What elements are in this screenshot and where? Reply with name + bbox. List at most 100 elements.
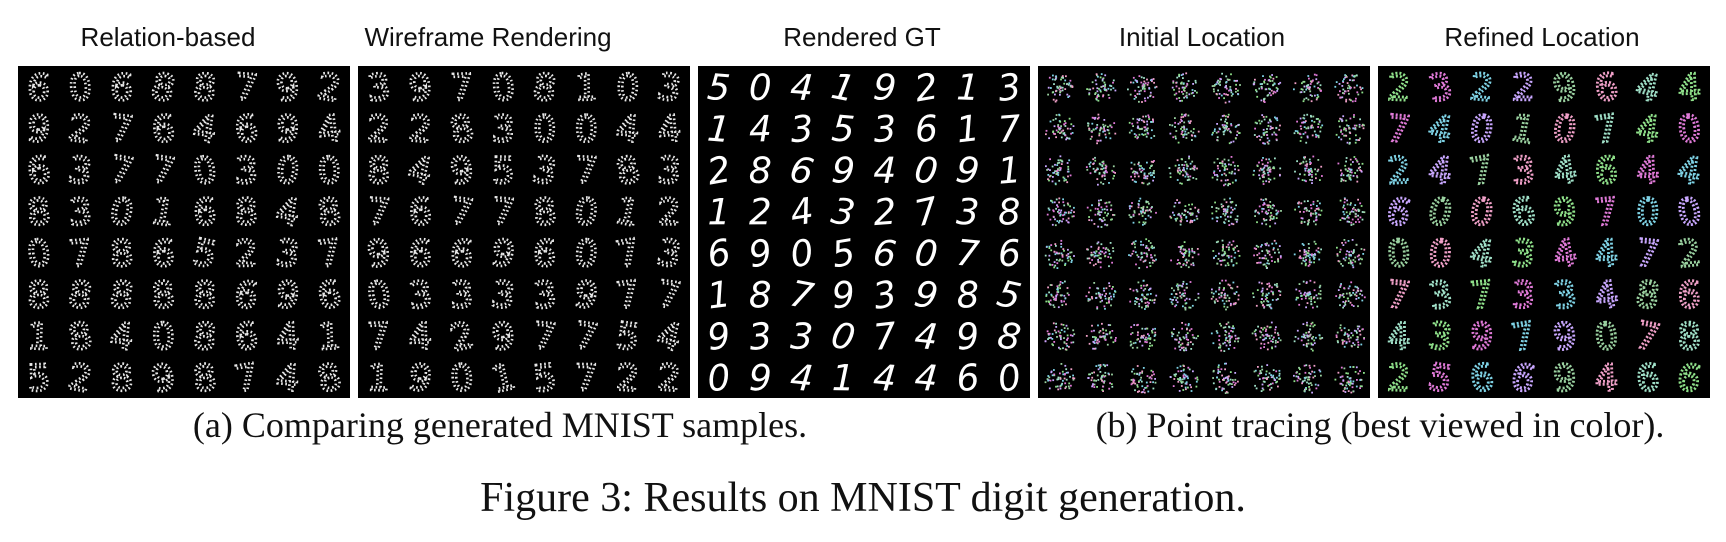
digit-sample: 3 (450, 275, 474, 316)
digit-sample: 1 (954, 108, 981, 151)
point-cloud-cell (1253, 364, 1281, 392)
panel-initial-location (1038, 66, 1370, 398)
digit-sample: 0 (449, 357, 475, 398)
digit-sample: 0 (749, 68, 772, 109)
point-cloud-cell (1293, 364, 1322, 394)
digit-sample: 4 (789, 67, 815, 109)
point-cloud-cell (1044, 239, 1075, 269)
digit-sample: 2 (366, 109, 391, 151)
point-cloud-cell (1251, 321, 1282, 351)
digit-sample: 6 (954, 357, 981, 398)
digit-sample: 5 (706, 67, 732, 110)
digit-sample: 7 (1634, 233, 1661, 276)
digit-sample: 7 (108, 108, 135, 151)
panel-title-refined-location: Refined Location (1444, 22, 1640, 52)
digit-sample: 4 (275, 357, 301, 398)
digit-sample: 4 (316, 108, 344, 151)
point-cloud-cell (1334, 74, 1364, 103)
point-cloud-cell (1211, 156, 1240, 187)
digit-sample: 4 (1594, 358, 1618, 398)
digit-sample: 1 (707, 192, 730, 233)
digit-sample: 4 (408, 316, 432, 358)
digit-grid: 6 0 6 8 8 7 9 29 2 7 6 4 6 9 46 3 7 7 0 3 0 08 3 0 1 6 8 4 80 7 8 6 5 2 3 7… (18, 66, 350, 398)
digit-sample: 3 (532, 274, 558, 317)
point-cloud-cell (1045, 280, 1070, 309)
digit-sample: 8 (234, 192, 258, 234)
point-cloud-cell (1086, 73, 1117, 102)
digit-sample: 7 (954, 233, 981, 276)
digit-sample: 8 (26, 191, 53, 234)
digit-sample: 2 (407, 108, 434, 151)
digit-sample: 4 (748, 109, 772, 151)
point-cloud-cell (1211, 113, 1241, 145)
digit-grid: 2 3 2 2 9 6 4 47 4 0 1 0 7 4 02 4 7 3 4 6 4 46 0 0 6 9 7 0 00 0 4 3 4 4 7 2… (1378, 66, 1710, 398)
point-cloud-cell (1128, 197, 1157, 226)
point-cloud-cell (1211, 197, 1239, 226)
point-cloud-cell (1128, 114, 1156, 140)
digit-sample: 6 (150, 109, 176, 152)
digit-sample: 4 (913, 357, 939, 398)
digit-sample: 1 (705, 274, 733, 318)
digit-sample: 8 (110, 358, 134, 398)
point-cloud-cell (1085, 282, 1117, 310)
point-cloud-cell (1044, 363, 1076, 391)
digit-sample: 6 (233, 316, 260, 359)
point-cloud-cell (1339, 197, 1366, 226)
digit-sample: 1 (26, 316, 51, 358)
digit-sample: 8 (109, 233, 134, 275)
digit-sample: 8 (749, 275, 772, 316)
point-cloud-cell (1169, 113, 1200, 144)
digit-sample: 8 (27, 275, 51, 317)
digit-sample: 6 (1635, 358, 1661, 398)
digit-sample: 1 (996, 150, 1022, 193)
digit-sample: 6 (533, 233, 557, 275)
digit-sample: 2 (1386, 150, 1411, 192)
point-cloud-cell (1170, 322, 1199, 352)
point-cloud-cell (1210, 321, 1240, 352)
point-cloud-cell (1335, 281, 1366, 309)
digit-grid: 5 0 4 1 9 2 1 31 4 3 5 3 6 1 72 8 6 9 4 0 9 11 2 4 3 2 7 3 86 9 0 5 6 0 7 6… (698, 66, 1030, 398)
subcaption-a: (a) Comparing generated MNIST samples. (192, 405, 808, 445)
point-cloud-cell (1335, 114, 1365, 145)
digit-sample: 7 (575, 358, 598, 398)
panel-title-rendered-gt: Rendered GT (783, 22, 941, 52)
panel-title-initial-location: Initial Location (1118, 22, 1286, 52)
digit-sample: 9 (25, 108, 52, 151)
digit-sample: 4 (1636, 150, 1661, 192)
digit-sample: 3 (747, 316, 774, 359)
digit-sample: 7 (233, 67, 259, 110)
digit-sample: 4 (788, 357, 815, 398)
digit-sample: 0 (67, 67, 93, 110)
digit-sample: 0 (1386, 233, 1412, 275)
digit-sample: 6 (152, 234, 175, 275)
digit-sample: 9 (490, 316, 516, 359)
point-cloud-cell (1337, 156, 1364, 183)
digit-sample: 3 (656, 150, 681, 192)
digit-sample: 4 (873, 151, 896, 192)
digit-sample: 4 (108, 316, 134, 359)
digit-sample: 6 (193, 192, 217, 234)
point-cloud-cell (1047, 74, 1074, 103)
digit-grid: 3 9 7 0 8 1 0 32 2 8 3 0 0 4 48 4 9 5 3 7 8 37 6 7 7 8 0 1 29 6 6 9 6 0 7 3… (358, 66, 690, 398)
digit-sample: 8 (997, 192, 1022, 234)
digit-sample: 4 (1594, 233, 1619, 275)
point-cloud-cell (1253, 239, 1282, 269)
digit-sample: 3 (789, 108, 815, 151)
digit-sample: 9 (1469, 316, 1494, 358)
figure-caption: Figure 3: Results on MNIST digit generat… (480, 475, 1246, 521)
digit-sample: 3 (491, 109, 515, 151)
digit-sample: 7 (450, 67, 474, 109)
digit-sample: 9 (1552, 191, 1578, 234)
point-cloud-cell (1293, 73, 1322, 103)
digit-sample: 8 (192, 67, 218, 110)
digit-sample: 9 (407, 67, 434, 110)
digit-sample: 3 (68, 192, 93, 234)
digit-sample: 3 (872, 109, 898, 151)
point-cloud-cell (1334, 366, 1365, 394)
point-cloud-cell (1128, 238, 1157, 269)
digit-sample: 6 (997, 233, 1023, 275)
digit-sample: 3 (274, 233, 301, 276)
